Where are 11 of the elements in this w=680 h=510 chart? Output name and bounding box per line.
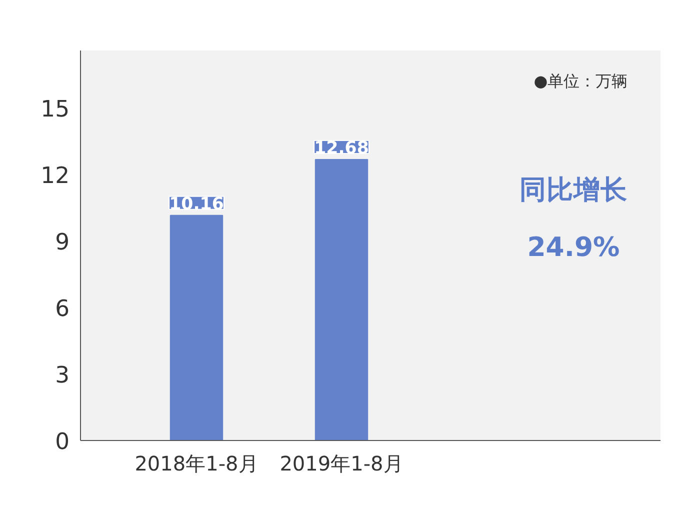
y-tick-label: 15 [40,96,70,123]
text: 24.9% [527,232,620,264]
y-tick-label: 6 [55,296,70,322]
text: ●单位：万辆 [534,71,628,90]
y-tick-label: 12 [40,163,70,190]
x-tick-label: 2018年1-8月 [134,452,258,476]
x-tick-label: 2019年1-8月 [280,452,404,476]
y-tick-label: 0 [55,429,70,455]
text: 同比增长 [520,174,628,206]
y-tick-label: 3 [55,362,70,389]
y-tick-label: 9 [55,230,70,256]
